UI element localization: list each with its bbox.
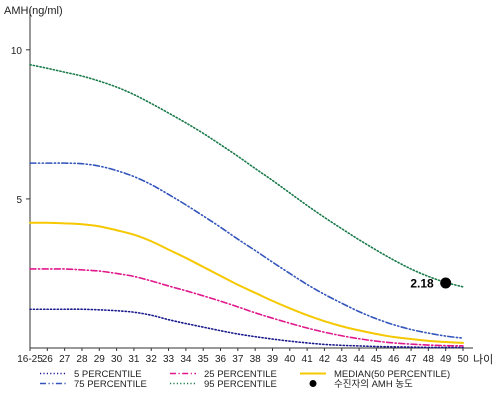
x-tick-label: 16-25 [17, 354, 43, 365]
series-line-5-percentile [29, 308, 464, 349]
x-tick-label: 43 [336, 354, 348, 365]
legend-label: 75 PERCENTILE [74, 379, 147, 390]
patient-amh-label: 2.18 [410, 276, 434, 290]
x-axis-title: 나이 [473, 353, 493, 366]
marker-layer: 2.18 [410, 276, 452, 290]
x-tick-label: 41 [302, 354, 314, 365]
patient-amh-marker [440, 277, 452, 289]
x-tick-label: 36 [215, 354, 227, 365]
series-line-median-50-percentile [29, 221, 464, 344]
x-tick-label: 44 [354, 354, 366, 365]
x-tick-label: 46 [388, 354, 400, 365]
x-tick-label: 32 [146, 354, 158, 365]
series-line-95-percentile [29, 63, 464, 288]
x-tick-label: 47 [405, 354, 417, 365]
y-axis-title: AMH(ng/ml) [4, 5, 63, 17]
x-tick-label: 37 [232, 354, 244, 365]
series-line-75-percentile [29, 162, 464, 339]
y-tick-label: 5 [16, 195, 22, 206]
x-tick-label: 40 [284, 354, 296, 365]
x-tick-label: 28 [76, 354, 88, 365]
legend: 5 PERCENTILE 25 PERCENTILE MEDIAN(50 PERCE… [40, 369, 450, 390]
legend-label: 25 PERCENTILE [204, 369, 277, 380]
x-tick-label: 34 [180, 354, 192, 365]
x-tick-label: 26 [42, 354, 54, 365]
x-tick-label: 27 [59, 354, 71, 365]
x-tick-label: 35 [198, 354, 210, 365]
x-tick-label: 29 [94, 354, 106, 365]
legend-label: MEDIAN(50 PERCENTILE) [334, 369, 450, 380]
x-tick-label: 48 [423, 354, 435, 365]
x-tick-label: 39 [267, 354, 279, 365]
x-tick-label: 33 [163, 354, 175, 365]
series-line-25-percentile [29, 268, 464, 347]
legend-label: 수진자의 AMH 농도 [334, 379, 413, 390]
x-tick-label: 42 [319, 354, 331, 365]
legend-label: 5 PERCENTILE [74, 369, 142, 380]
x-tick-label: 31 [128, 354, 140, 365]
x-tick-label: 49 [440, 354, 452, 365]
legend-label: 95 PERCENTILE [204, 379, 277, 390]
x-tick-label: 30 [111, 354, 123, 365]
x-tick-label: 50 [457, 354, 469, 365]
x-tick-label: 45 [371, 354, 383, 365]
legend-marker-swatch [309, 380, 317, 387]
series-layer [29, 63, 464, 349]
y-tick-label: 10 [11, 46, 23, 57]
x-tick-label: 38 [250, 354, 262, 365]
